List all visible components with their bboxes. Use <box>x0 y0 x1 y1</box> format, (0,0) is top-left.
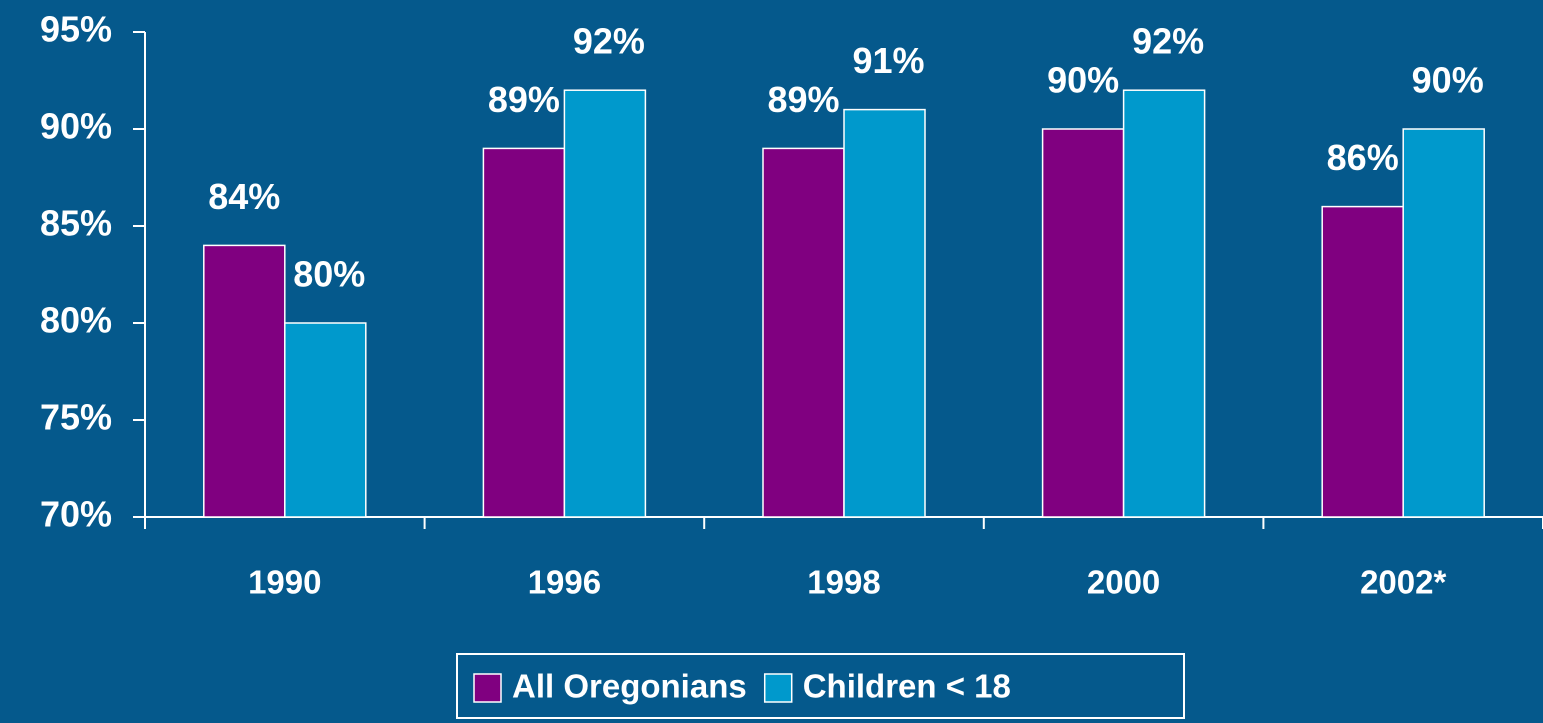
bar <box>563 89 647 518</box>
value-label: 92% <box>1132 21 1204 62</box>
legend-label: All Oregonians <box>512 668 747 705</box>
bar <box>203 244 286 518</box>
value-label: 89% <box>488 79 560 120</box>
y-tick-label: 75% <box>40 397 112 438</box>
y-tick-label: 90% <box>40 106 112 147</box>
y-tick-label: 85% <box>40 203 112 244</box>
value-label: 90% <box>1047 60 1119 101</box>
legend-box <box>456 653 1185 719</box>
bar <box>482 147 566 518</box>
y-tick-label: 95% <box>40 9 112 50</box>
value-label: 84% <box>208 176 280 217</box>
y-tick-label: 80% <box>40 300 112 341</box>
value-label: 80% <box>293 254 365 295</box>
bar <box>284 322 367 518</box>
bar <box>1041 128 1125 518</box>
y-tick-label: 70% <box>40 494 112 535</box>
legend-swatch <box>473 673 502 703</box>
x-tick-label: 1996 <box>528 564 601 601</box>
bar <box>1402 128 1485 518</box>
bar <box>1321 205 1404 518</box>
x-tick-label: 1998 <box>807 564 880 601</box>
legend-label: Children < 18 <box>803 668 1011 705</box>
value-label: 91% <box>852 40 924 81</box>
bar <box>762 147 845 518</box>
legend-swatch <box>763 673 793 703</box>
value-label: 86% <box>1327 137 1399 178</box>
bar <box>1122 89 1206 518</box>
bar <box>843 108 926 518</box>
value-label: 90% <box>1412 60 1484 101</box>
value-label: 89% <box>767 79 839 120</box>
x-tick-label: 2002* <box>1360 564 1446 601</box>
x-tick-label: 2000 <box>1087 564 1160 601</box>
value-label: 92% <box>573 21 645 62</box>
x-tick-label: 1990 <box>248 564 321 601</box>
